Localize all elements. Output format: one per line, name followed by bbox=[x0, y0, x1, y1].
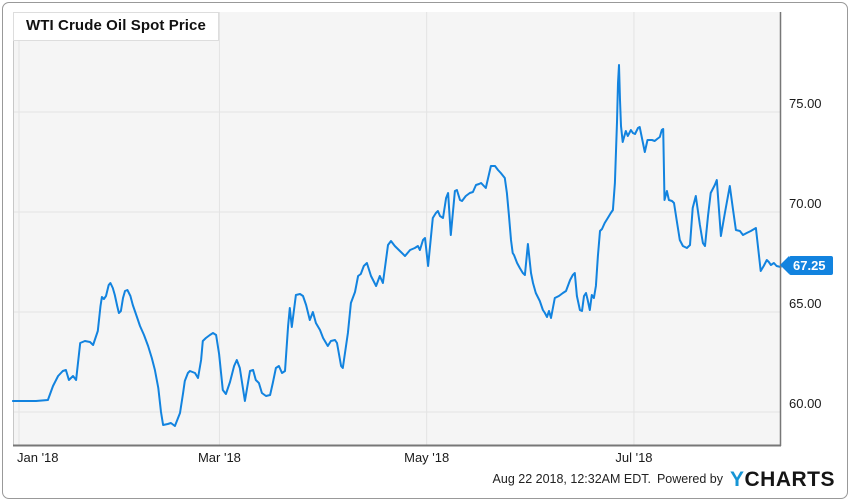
y-tick-label: 70.00 bbox=[789, 196, 822, 211]
x-tick-label: Jul '18 bbox=[615, 450, 653, 465]
y-tick-label: 75.00 bbox=[789, 96, 822, 111]
ycharts-logo[interactable]: YCHARTS bbox=[730, 469, 835, 490]
chart-title-box: WTI Crude Oil Spot Price bbox=[13, 12, 219, 41]
ycharts-logo-charts: CHARTS bbox=[744, 467, 835, 491]
price-chart[interactable] bbox=[3, 3, 848, 499]
y-tick-label: 65.00 bbox=[789, 296, 822, 311]
chart-footer: Aug 22 2018, 12:32AM EDT. Powered by YCH… bbox=[493, 466, 835, 492]
x-tick-label: May '18 bbox=[404, 450, 450, 465]
plot-background bbox=[13, 12, 781, 445]
powered-by-label: Powered by bbox=[656, 472, 723, 486]
price-line bbox=[11, 64, 782, 427]
y-tick-label: 60.00 bbox=[789, 396, 822, 411]
x-tick-label: Jan '18 bbox=[17, 450, 59, 465]
timestamp: Aug 22 2018, 12:32AM EDT. bbox=[492, 472, 651, 486]
x-tick-label: Mar '18 bbox=[197, 450, 241, 465]
ycharts-logo-y: Y bbox=[729, 467, 745, 491]
last-price-badge: 67.25 bbox=[780, 256, 833, 275]
chart-title: WTI Crude Oil Spot Price bbox=[26, 17, 206, 34]
